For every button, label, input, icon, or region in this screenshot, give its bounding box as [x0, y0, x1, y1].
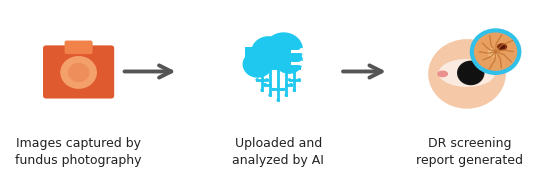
FancyBboxPatch shape: [43, 45, 114, 99]
Text: Images captured by
fundus photography: Images captured by fundus photography: [15, 137, 142, 167]
Circle shape: [264, 32, 303, 67]
Circle shape: [251, 36, 286, 67]
Text: DR screening
report generated: DR screening report generated: [416, 137, 523, 167]
Circle shape: [68, 63, 89, 82]
Circle shape: [277, 99, 280, 102]
Ellipse shape: [497, 43, 507, 50]
Circle shape: [458, 62, 483, 84]
Circle shape: [299, 48, 305, 53]
Circle shape: [272, 88, 275, 91]
Circle shape: [242, 51, 273, 78]
Circle shape: [265, 78, 269, 81]
Circle shape: [261, 89, 264, 92]
Ellipse shape: [439, 59, 495, 87]
Circle shape: [256, 78, 259, 81]
Circle shape: [487, 48, 498, 57]
Circle shape: [284, 94, 288, 97]
Circle shape: [268, 94, 272, 97]
Circle shape: [457, 61, 485, 85]
Circle shape: [472, 30, 519, 73]
FancyBboxPatch shape: [245, 47, 301, 70]
Circle shape: [298, 78, 301, 81]
Text: Uploaded and
analyzed by AI: Uploaded and analyzed by AI: [232, 137, 324, 167]
Circle shape: [282, 88, 285, 91]
Circle shape: [299, 61, 305, 66]
Circle shape: [293, 89, 296, 92]
Circle shape: [275, 49, 303, 74]
Circle shape: [289, 83, 293, 86]
Circle shape: [60, 56, 97, 89]
Ellipse shape: [437, 71, 448, 77]
Circle shape: [288, 78, 291, 81]
Ellipse shape: [499, 44, 505, 49]
Circle shape: [263, 83, 267, 86]
Circle shape: [428, 39, 506, 109]
FancyBboxPatch shape: [65, 41, 93, 54]
